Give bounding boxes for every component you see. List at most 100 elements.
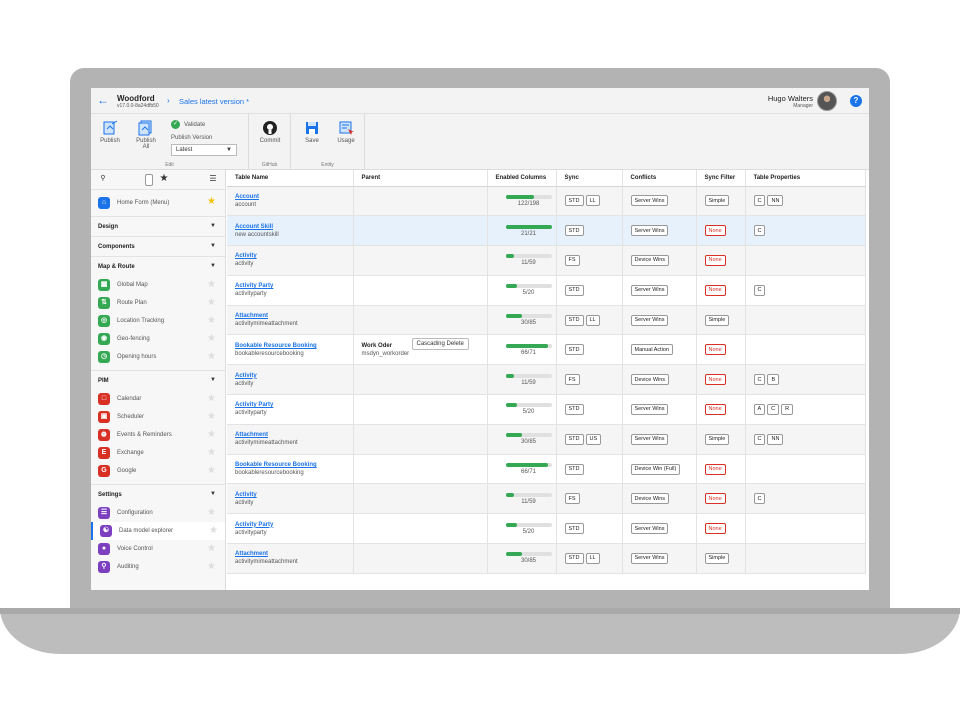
conflicts-cell[interactable]: Server Wins <box>622 186 697 217</box>
sidebar-item-global-map[interactable]: ▦ Global Map ★ <box>91 276 225 294</box>
table-properties-cell[interactable] <box>745 334 866 366</box>
conflicts-cell[interactable]: Device Wins <box>622 483 697 515</box>
conflicts-cell[interactable]: Server Wins <box>622 513 697 545</box>
conflicts-cell[interactable]: Server Wins <box>622 305 697 336</box>
sync-cell[interactable]: STD LL <box>556 186 623 217</box>
column-header[interactable]: Parent <box>353 170 488 187</box>
enabled-columns-cell[interactable]: 30/85 <box>487 543 557 574</box>
table-properties-cell[interactable]: C NN <box>745 186 866 217</box>
enabled-columns-cell[interactable]: 5/20 <box>487 275 557 306</box>
star-icon[interactable]: ★ <box>207 411 216 422</box>
sync-cell[interactable]: FS <box>556 245 623 276</box>
column-header[interactable]: Conflicts <box>622 170 697 187</box>
sync-cell[interactable]: STD <box>556 394 623 425</box>
sync-cell[interactable]: FS <box>556 483 623 515</box>
sync-cell[interactable]: STD US <box>556 424 623 455</box>
sidebar-item-location-tracking[interactable]: ◎ Location Tracking ★ <box>91 312 225 330</box>
commit-button[interactable]: Commit <box>253 120 287 144</box>
enabled-columns-cell[interactable]: 5/20 <box>487 394 557 425</box>
sync-cell[interactable]: STD <box>556 215 623 247</box>
save-button[interactable]: Save <box>295 120 329 144</box>
conflicts-cell[interactable]: Device Win (Full) <box>622 454 697 485</box>
device-icon[interactable] <box>145 174 153 186</box>
table-name-link[interactable]: Activity <box>235 253 257 260</box>
conflicts-cell[interactable]: Server Wins <box>622 424 697 455</box>
star-icon[interactable]: ★ <box>207 315 216 326</box>
sync-filter-cell[interactable]: None <box>696 364 746 396</box>
back-arrow-icon[interactable]: ← <box>97 93 109 107</box>
table-name-link[interactable]: Activity Party <box>235 521 274 528</box>
table-row[interactable]: Activity Party activityparty 5/20 STD Server… <box>227 394 866 425</box>
table-row[interactable]: Bookable Resource Booking bookableresourc… <box>227 454 866 485</box>
table-row[interactable]: Account account 122/198 STD LL Server Wins Sim… <box>227 186 866 217</box>
table-properties-cell[interactable] <box>745 513 866 545</box>
enabled-columns-cell[interactable]: 66/71 <box>487 454 557 485</box>
enabled-columns-cell[interactable]: 30/85 <box>487 305 557 336</box>
sync-cell[interactable]: STD <box>556 513 623 545</box>
table-row[interactable]: Attachment activitymimeattachment 30/85 STD… <box>227 305 866 336</box>
star-icon[interactable]: ★ <box>207 297 216 308</box>
enabled-columns-cell[interactable]: 11/59 <box>487 245 557 276</box>
sidebar-item-configuration[interactable]: ☰ Configuration ★ <box>91 504 225 522</box>
table-row[interactable]: Activity activity 11/59 FS Device Wins None C B <box>227 364 866 396</box>
sidebar-item-data-model-explorer[interactable]: ☯ Data model explorer ★ <box>91 522 225 540</box>
sync-filter-cell[interactable]: None <box>696 245 746 276</box>
conflicts-cell[interactable]: Device Wins <box>622 245 697 276</box>
sync-filter-cell[interactable]: Simple <box>696 424 746 455</box>
table-properties-cell[interactable]: C <box>745 483 866 515</box>
star-icon[interactable]: ★ <box>209 525 218 536</box>
star-icon[interactable]: ★ <box>207 429 216 440</box>
table-properties-cell[interactable] <box>745 454 866 485</box>
star-favorite-icon[interactable]: ★ <box>207 196 216 207</box>
table-row[interactable]: Activity Party activityparty 5/20 STD Server… <box>227 275 866 306</box>
table-name-link[interactable]: Account <box>235 193 259 200</box>
table-row[interactable]: Account Skill new accountskill 21/21 STD Ser… <box>227 215 866 247</box>
table-name-link[interactable]: Attachment <box>235 432 269 439</box>
avatar[interactable] <box>817 91 837 111</box>
conflicts-cell[interactable]: Server Wins <box>622 394 697 425</box>
sidebar-item-events-reminders[interactable]: ⏰ Events & Reminders ★ <box>98 429 216 441</box>
sync-filter-cell[interactable]: None <box>696 275 746 306</box>
sidebar-item-opening-hours[interactable]: ◷ Opening hours ★ <box>91 348 225 366</box>
sync-cell[interactable]: FS <box>556 364 623 396</box>
sync-filter-cell[interactable]: None <box>696 334 746 366</box>
enabled-columns-cell[interactable]: 11/59 <box>487 364 557 396</box>
column-header[interactable]: Sync <box>556 170 623 187</box>
breadcrumb-project[interactable]: Sales latest version * <box>179 97 250 106</box>
table-name-link[interactable]: Activity <box>235 491 257 498</box>
sidebar-section-map-route[interactable]: Map & Route ▼ <box>91 256 225 276</box>
enabled-columns-cell[interactable]: 5/20 <box>487 513 557 545</box>
sidebar-item-auditing[interactable]: ⚲ Auditing ★ <box>91 558 225 576</box>
column-header[interactable]: Sync Filter <box>696 170 746 187</box>
table-row[interactable]: Activity activity 11/59 FS Device Wins None C <box>227 483 866 515</box>
table-name-link[interactable]: Attachment <box>235 551 269 558</box>
column-header[interactable]: Table Name <box>227 170 354 187</box>
cascading-delete-button[interactable]: Cascading Delete <box>411 338 469 351</box>
table-name-link[interactable]: Activity Party <box>235 283 274 290</box>
sync-filter-cell[interactable]: Simple <box>696 186 746 217</box>
column-header[interactable]: Table Properties <box>745 170 866 187</box>
table-properties-cell[interactable] <box>745 543 866 574</box>
sync-filter-cell[interactable]: None <box>696 394 746 425</box>
star-icon[interactable]: ★ <box>207 393 216 404</box>
conflicts-cell[interactable]: Server Wins <box>622 275 697 306</box>
enabled-columns-cell[interactable]: 122/198 <box>487 186 557 217</box>
sync-filter-cell[interactable]: None <box>696 483 746 515</box>
sync-filter-cell[interactable]: Simple <box>696 305 746 336</box>
filter-settings-icon[interactable]: ☰ <box>209 174 217 183</box>
table-properties-cell[interactable]: C NN <box>745 424 866 455</box>
sync-cell[interactable]: STD <box>556 454 623 485</box>
sidebar-item-voice-control[interactable]: ● Voice Control ★ <box>91 540 225 558</box>
sidebar-section-settings[interactable]: Settings ▼ <box>91 484 225 504</box>
publish-all-button[interactable]: Publish All <box>129 120 163 150</box>
sync-cell[interactable]: STD LL <box>556 543 623 574</box>
sidebar-item-exchange[interactable]: E Exchange ★ <box>91 444 225 462</box>
publish-button[interactable]: Publish <box>93 120 127 144</box>
enabled-columns-cell[interactable]: 30/85 <box>487 424 557 455</box>
sync-filter-cell[interactable]: Simple <box>696 543 746 574</box>
sync-filter-cell[interactable]: None <box>696 215 746 247</box>
usage-button[interactable]: Usage <box>329 120 363 144</box>
table-row[interactable]: Activity activity 11/59 FS Device Wins None <box>227 245 866 276</box>
star-icon[interactable]: ★ <box>207 279 216 290</box>
